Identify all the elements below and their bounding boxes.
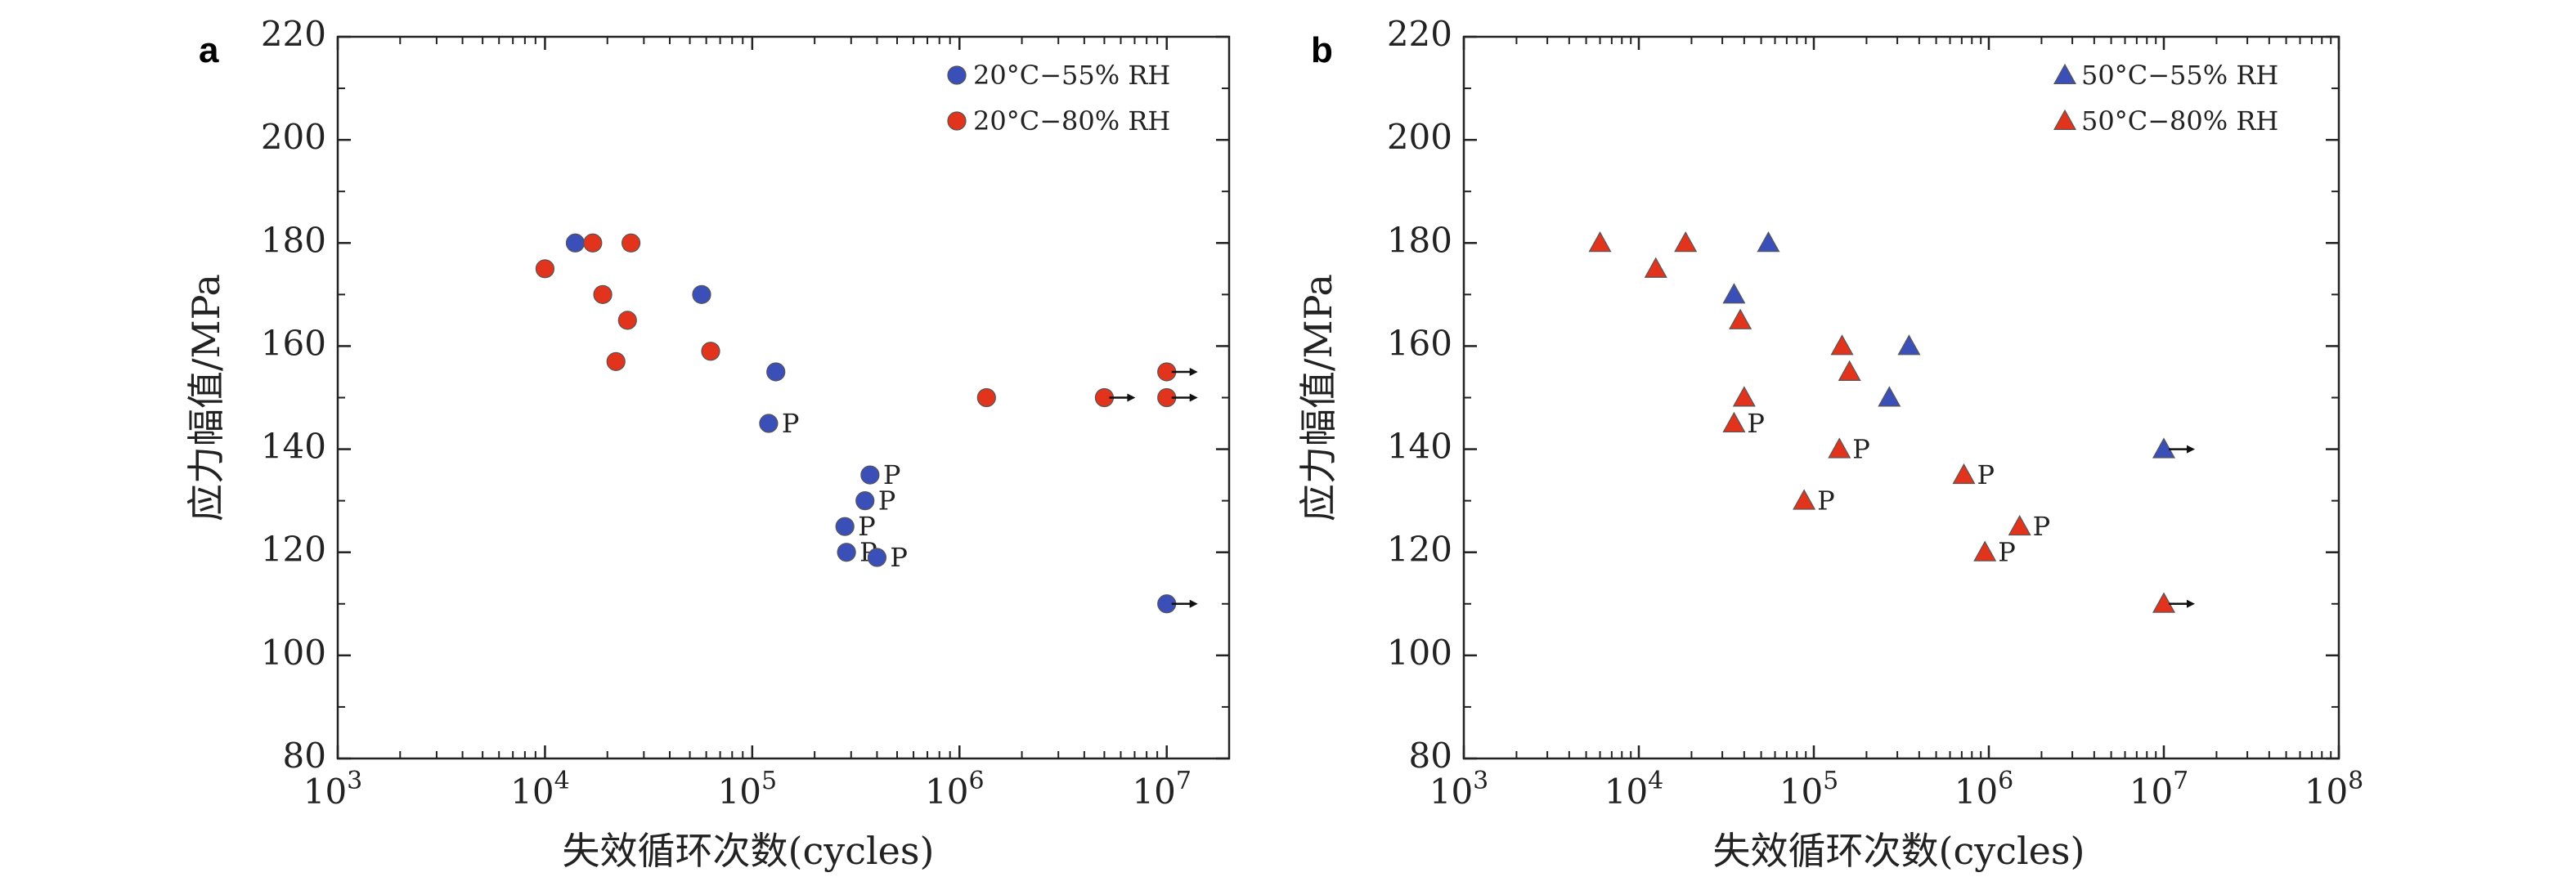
data-point (1838, 360, 1861, 381)
runout-arrow-head (1127, 393, 1136, 402)
plot-frame (1462, 35, 2340, 760)
x-tick-label: 107 (2129, 767, 2189, 812)
data-point (2152, 592, 2176, 613)
y-tick-label: 200 (1387, 117, 1452, 157)
x-tick-label: 103 (303, 767, 363, 812)
data-point (1952, 463, 1976, 485)
legend-label: 20°C−80% RH (973, 105, 1170, 136)
y-tick-label: 120 (1387, 530, 1452, 570)
panel-tag: b (1311, 30, 1333, 70)
data-point (1897, 334, 1921, 356)
point-label: P (1998, 537, 2016, 568)
panel-a: a 80 100 120 140 160 180 200 220 103 104 105 106 107 失… (184, 14, 1231, 873)
panel-tag: a (199, 30, 219, 70)
data-point (606, 351, 626, 371)
data-point (2152, 437, 2176, 459)
data-point (759, 414, 779, 433)
legend-label: 20°C−55% RH (973, 60, 1170, 91)
point-label: P (878, 485, 896, 517)
data-point (1973, 540, 1997, 562)
data-point (1722, 411, 1746, 433)
y-tick-label: 180 (261, 220, 326, 260)
data-point (621, 233, 641, 253)
data-point (860, 465, 880, 485)
data-point (1674, 231, 1698, 253)
point-label: P (782, 408, 800, 439)
data-point (835, 517, 855, 536)
y-tick-label: 80 (283, 736, 326, 776)
point-label: P (1977, 459, 1995, 490)
y-tick-label: 200 (261, 117, 326, 157)
data-point (692, 284, 711, 304)
data-point (1729, 308, 1752, 329)
runout-arrow-head (2187, 445, 2195, 454)
y-tick-label: 100 (261, 633, 326, 673)
data-point (593, 284, 613, 304)
data-point (1793, 489, 1816, 510)
point-label: P (890, 542, 908, 573)
data-point (1722, 283, 1746, 304)
y-tick-label: 120 (261, 530, 326, 570)
data-point (837, 543, 856, 562)
point-label: P (1747, 408, 1765, 439)
point-label: P (883, 459, 901, 490)
panel-b: b 80 100 120 140 160 180 200 220 103 104 105 106 107 1… (1296, 14, 2363, 873)
point-label: P (1817, 485, 1835, 517)
y-axis-title: 应力幅值/MPa (1296, 274, 1340, 521)
runout-arrow-head (1189, 599, 1198, 608)
y-tick-label: 220 (261, 14, 326, 54)
point-label: P (1852, 434, 1870, 465)
data-point (583, 233, 603, 253)
x-axis-title: 失效循环次数(cycles) (1713, 829, 2085, 873)
x-tick-label: 106 (925, 767, 985, 812)
data-point (2008, 514, 2031, 536)
data-point (617, 311, 637, 330)
legend-marker (947, 65, 967, 85)
x-tick-label: 105 (718, 767, 778, 812)
data-point (766, 362, 786, 382)
y-tick-label: 80 (1409, 736, 1452, 776)
data-point (976, 387, 996, 408)
data-point (535, 259, 555, 279)
runout-arrow-head (2187, 599, 2195, 608)
data-point (1828, 437, 1851, 459)
x-tick-label: 103 (1429, 767, 1489, 812)
data-point (1732, 386, 1756, 407)
x-tick-label: 104 (510, 767, 570, 812)
y-tick-label: 100 (1387, 633, 1452, 673)
y-tick-label: 220 (1387, 14, 1452, 54)
x-axis-title: 失效循环次数(cycles) (563, 829, 935, 873)
data-point (855, 491, 875, 511)
data-point (1644, 257, 1667, 278)
x-tick-label: 108 (2304, 767, 2364, 812)
legend-marker (2053, 63, 2077, 85)
y-tick-label: 160 (261, 323, 326, 363)
x-tick-label: 106 (1954, 767, 2014, 812)
data-point (1878, 386, 1901, 407)
legend-marker (947, 111, 967, 131)
runout-arrow-head (1189, 393, 1198, 402)
x-tick-label: 107 (1132, 767, 1192, 812)
x-tick-label: 105 (1779, 767, 1839, 812)
data-point (867, 548, 887, 567)
data-point (1757, 231, 1780, 253)
y-tick-label: 180 (1387, 220, 1452, 260)
y-axis-title: 应力幅值/MPa (184, 274, 228, 521)
legend-marker (2053, 109, 2077, 130)
data-point (701, 342, 720, 361)
x-tick-label: 104 (1604, 767, 1664, 812)
data-point (1588, 231, 1612, 253)
legend-label: 50°C−55% RH (2081, 60, 2278, 91)
legend-label: 50°C−80% RH (2081, 105, 2278, 136)
y-tick-label: 160 (1387, 323, 1452, 363)
point-label: P (2033, 511, 2051, 542)
point-label: P (858, 511, 876, 542)
data-point (1830, 334, 1854, 356)
y-tick-label: 140 (1387, 427, 1452, 467)
data-point (565, 233, 586, 253)
runout-arrow-head (1189, 367, 1198, 376)
y-tick-label: 140 (261, 427, 326, 467)
